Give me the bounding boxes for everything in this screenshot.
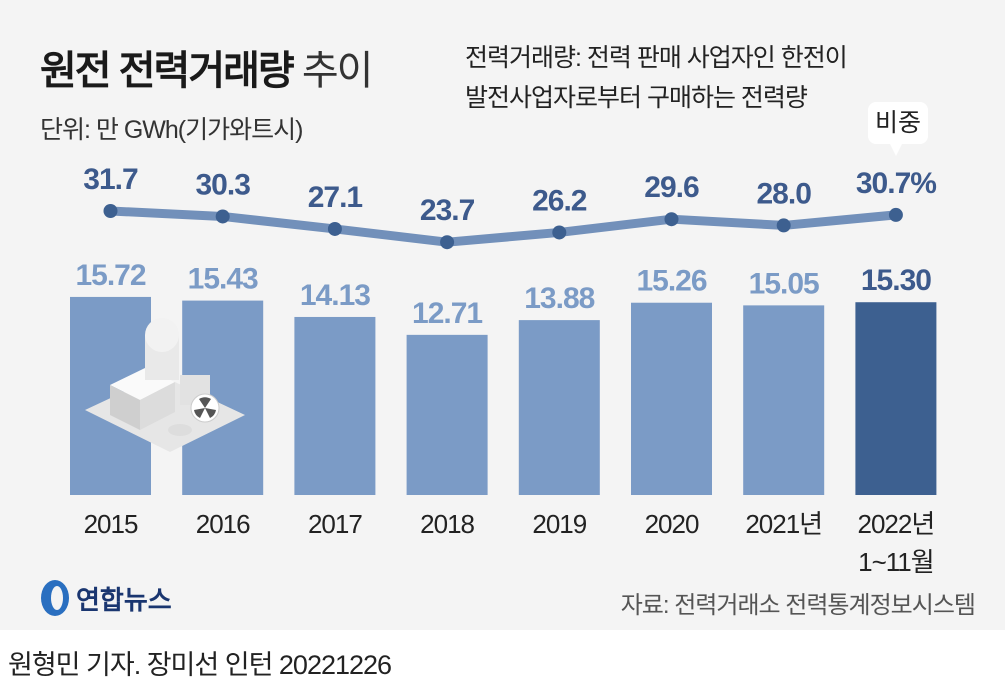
bar-value-label: 15.26 — [636, 265, 706, 298]
chart-title: 원전 전력거래량 추이 — [40, 38, 374, 96]
logo-emblem-icon — [41, 580, 69, 616]
bar-value-label: 15.05 — [749, 267, 819, 300]
title-main: 원전 전력거래량 — [40, 49, 295, 93]
definition-note: 전력거래량: 전력 판매 사업자인 한전이 발전사업자로부터 구매하는 전력량 — [465, 38, 848, 118]
note-line-1: 전력거래량: 전력 판매 사업자인 한전이 — [465, 44, 848, 72]
x-axis-label: 2020 — [645, 509, 699, 539]
share-value-label: 26.2 — [532, 184, 587, 217]
yonhap-logo: 연합뉴스 — [38, 578, 172, 618]
share-value-label: 31.7 — [83, 163, 138, 196]
title-suffix: 추이 — [301, 49, 374, 93]
x-axis-label: 2018 — [420, 509, 474, 539]
x-axis-label: 1~11월 — [858, 547, 934, 577]
x-axis-label: 2015 — [84, 509, 138, 539]
share-point — [888, 207, 903, 222]
bar — [406, 334, 488, 495]
share-value-label: 30.3 — [196, 168, 251, 201]
byline: 원형민 기자. 장미선 인턴 20221226 — [8, 650, 392, 680]
unit-label: 단위: 만 GWh(기가와트시) — [40, 116, 303, 144]
x-axis-label: 2016 — [196, 509, 250, 539]
x-axis-label: 2017 — [308, 509, 362, 539]
bar — [294, 316, 376, 495]
bar — [518, 320, 600, 495]
share-point — [103, 204, 118, 218]
share-point — [327, 221, 342, 236]
share-point — [215, 209, 230, 224]
bar-value-label: 15.43 — [188, 263, 258, 296]
chart-panel — [0, 0, 1005, 630]
note-line-2: 발전사업자로부터 구매하는 전력량 — [465, 84, 808, 112]
bar-value-label: 13.88 — [524, 282, 594, 315]
logo-text: 연합뉴스 — [76, 584, 172, 615]
share-value-label: 28.0 — [757, 177, 812, 210]
source-note: 자료: 전력거래소 전력통계정보시스템 — [620, 592, 976, 619]
chart-svg: 15.72 31.7 15.43 30.3 14.13 27.1 12.71 23.7 13.8… — [70, 163, 937, 577]
share-point — [552, 225, 567, 240]
share-point — [664, 212, 679, 227]
bar-value-label: 14.13 — [300, 279, 370, 312]
bar — [631, 302, 712, 495]
share-point — [776, 218, 791, 233]
x-axis-label: 2019 — [532, 509, 586, 539]
nuclear-plant-illustration — [85, 318, 245, 452]
share-value-label: 29.6 — [644, 171, 699, 204]
x-axis-label: 2021년 — [745, 509, 822, 539]
bar-value-label: 15.72 — [75, 259, 145, 292]
bar — [743, 305, 825, 495]
bar-value-label: 12.71 — [412, 297, 482, 330]
share-point — [440, 235, 455, 250]
share-value-label: 27.1 — [308, 181, 363, 214]
share-callout: 비중 — [868, 102, 928, 156]
share-line — [110, 206, 897, 247]
share-value-label: 23.7 — [420, 194, 475, 227]
x-axis-label: 2022년 — [858, 509, 935, 539]
bar — [855, 302, 937, 495]
share-value-label: 30.7% — [856, 167, 936, 200]
bar-value-label: 15.30 — [861, 264, 931, 297]
